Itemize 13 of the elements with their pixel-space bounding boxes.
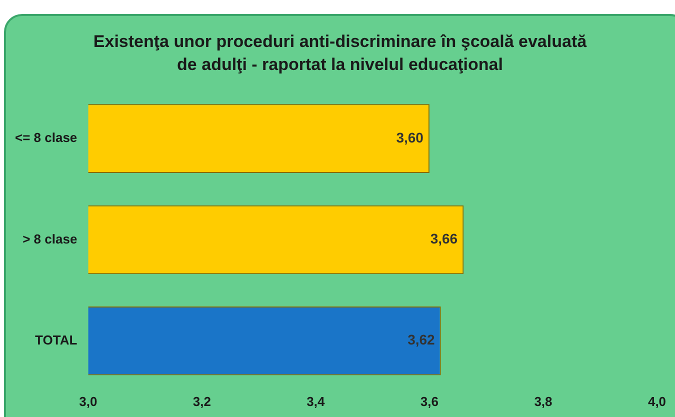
y-tick-label: > 8 clase [22,231,78,246]
data-label: 3,60 [396,129,424,146]
x-tick-label: 3,2 [192,394,211,409]
x-tick-label: 3,4 [306,394,326,409]
y-tick-label: <= 8 clase [14,130,78,146]
data-label: 3,66 [430,230,458,247]
data-label: 3,62 [408,332,436,348]
x-tick-label: 3,6 [420,394,439,409]
chart-title: Existenţa unor proceduri anti-discriminare în şcoală evaluată de adulţi - raportat la nivelul educaţional [92,31,588,76]
x-tick-label: 3,0 [79,394,98,409]
x-tick-label: 3,8 [534,394,552,409]
y-tick-label: TOTAL [35,332,78,348]
x-tick-label: 4,0 [648,394,666,409]
